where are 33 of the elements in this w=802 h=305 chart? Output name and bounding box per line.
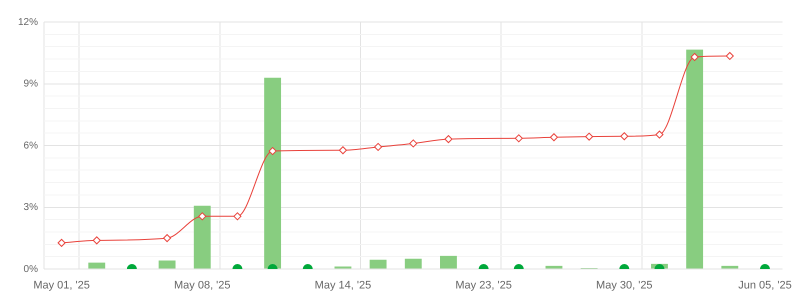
- y-tick-label: 9%: [24, 78, 38, 90]
- x-tick-label: May 14, '25: [314, 280, 372, 292]
- point: [514, 134, 523, 142]
- point: [444, 135, 452, 144]
- x-tick-label: May 01, '25: [33, 280, 90, 292]
- bar: [370, 260, 387, 268]
- point: [585, 132, 594, 141]
- bar: [721, 266, 738, 268]
- point: [409, 139, 418, 148]
- y-tick-label: 3%: [24, 202, 38, 213]
- point: [655, 130, 664, 139]
- point: [198, 212, 206, 220]
- y-tick-label: 0%: [24, 264, 38, 275]
- x-tick-label: May 23, '25: [455, 280, 512, 292]
- bar: [194, 206, 211, 268]
- y-tick-label: 12%: [18, 16, 38, 28]
- x-tick-label: May 08, '25: [174, 280, 231, 292]
- x-tick-label: May 30, '25: [596, 280, 653, 292]
- bar: [264, 78, 282, 268]
- x-tick-label: Jun 05, '25: [738, 280, 792, 292]
- point: [620, 132, 628, 140]
- bar: [440, 256, 457, 268]
- bar: [546, 266, 562, 268]
- bar: [686, 50, 704, 268]
- bar: [158, 260, 176, 268]
- point: [338, 146, 347, 154]
- point: [550, 133, 558, 142]
- bar: [88, 262, 106, 268]
- bar: [404, 258, 422, 268]
- y-tick-label: 6%: [24, 140, 38, 152]
- point: [268, 147, 277, 156]
- point: [374, 142, 382, 151]
- point: [233, 212, 242, 220]
